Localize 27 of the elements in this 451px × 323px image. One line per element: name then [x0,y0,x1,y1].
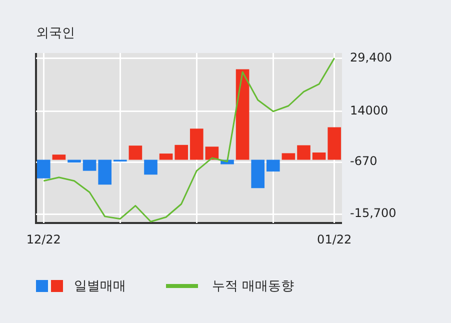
x-tick-label: 01/22 [317,232,352,246]
y-tick-label: 14000 [350,104,388,118]
chart-title: 외국인 [36,25,75,42]
bar [236,69,250,160]
bar [205,146,219,160]
bar [159,154,173,160]
bar [312,152,326,160]
bar [251,160,265,188]
bar [174,144,188,160]
bar [266,160,280,172]
legend-label: 일별매매 [74,278,126,295]
legend-label: 누적 매매동향 [212,278,294,295]
bar [82,160,96,171]
y-tick-label: -15,700 [350,206,396,220]
bar [328,127,342,160]
x-tick-label: 12/22 [26,232,61,246]
bar [98,160,112,185]
bar [297,145,310,160]
bar [282,153,296,160]
y-tick-label: 29,400 [350,50,392,64]
bar [190,128,204,160]
bar [52,154,66,160]
bar [36,160,50,178]
bar [144,160,158,175]
bar [68,160,81,163]
bar [128,146,142,160]
y-tick-label: -670 [350,154,378,168]
